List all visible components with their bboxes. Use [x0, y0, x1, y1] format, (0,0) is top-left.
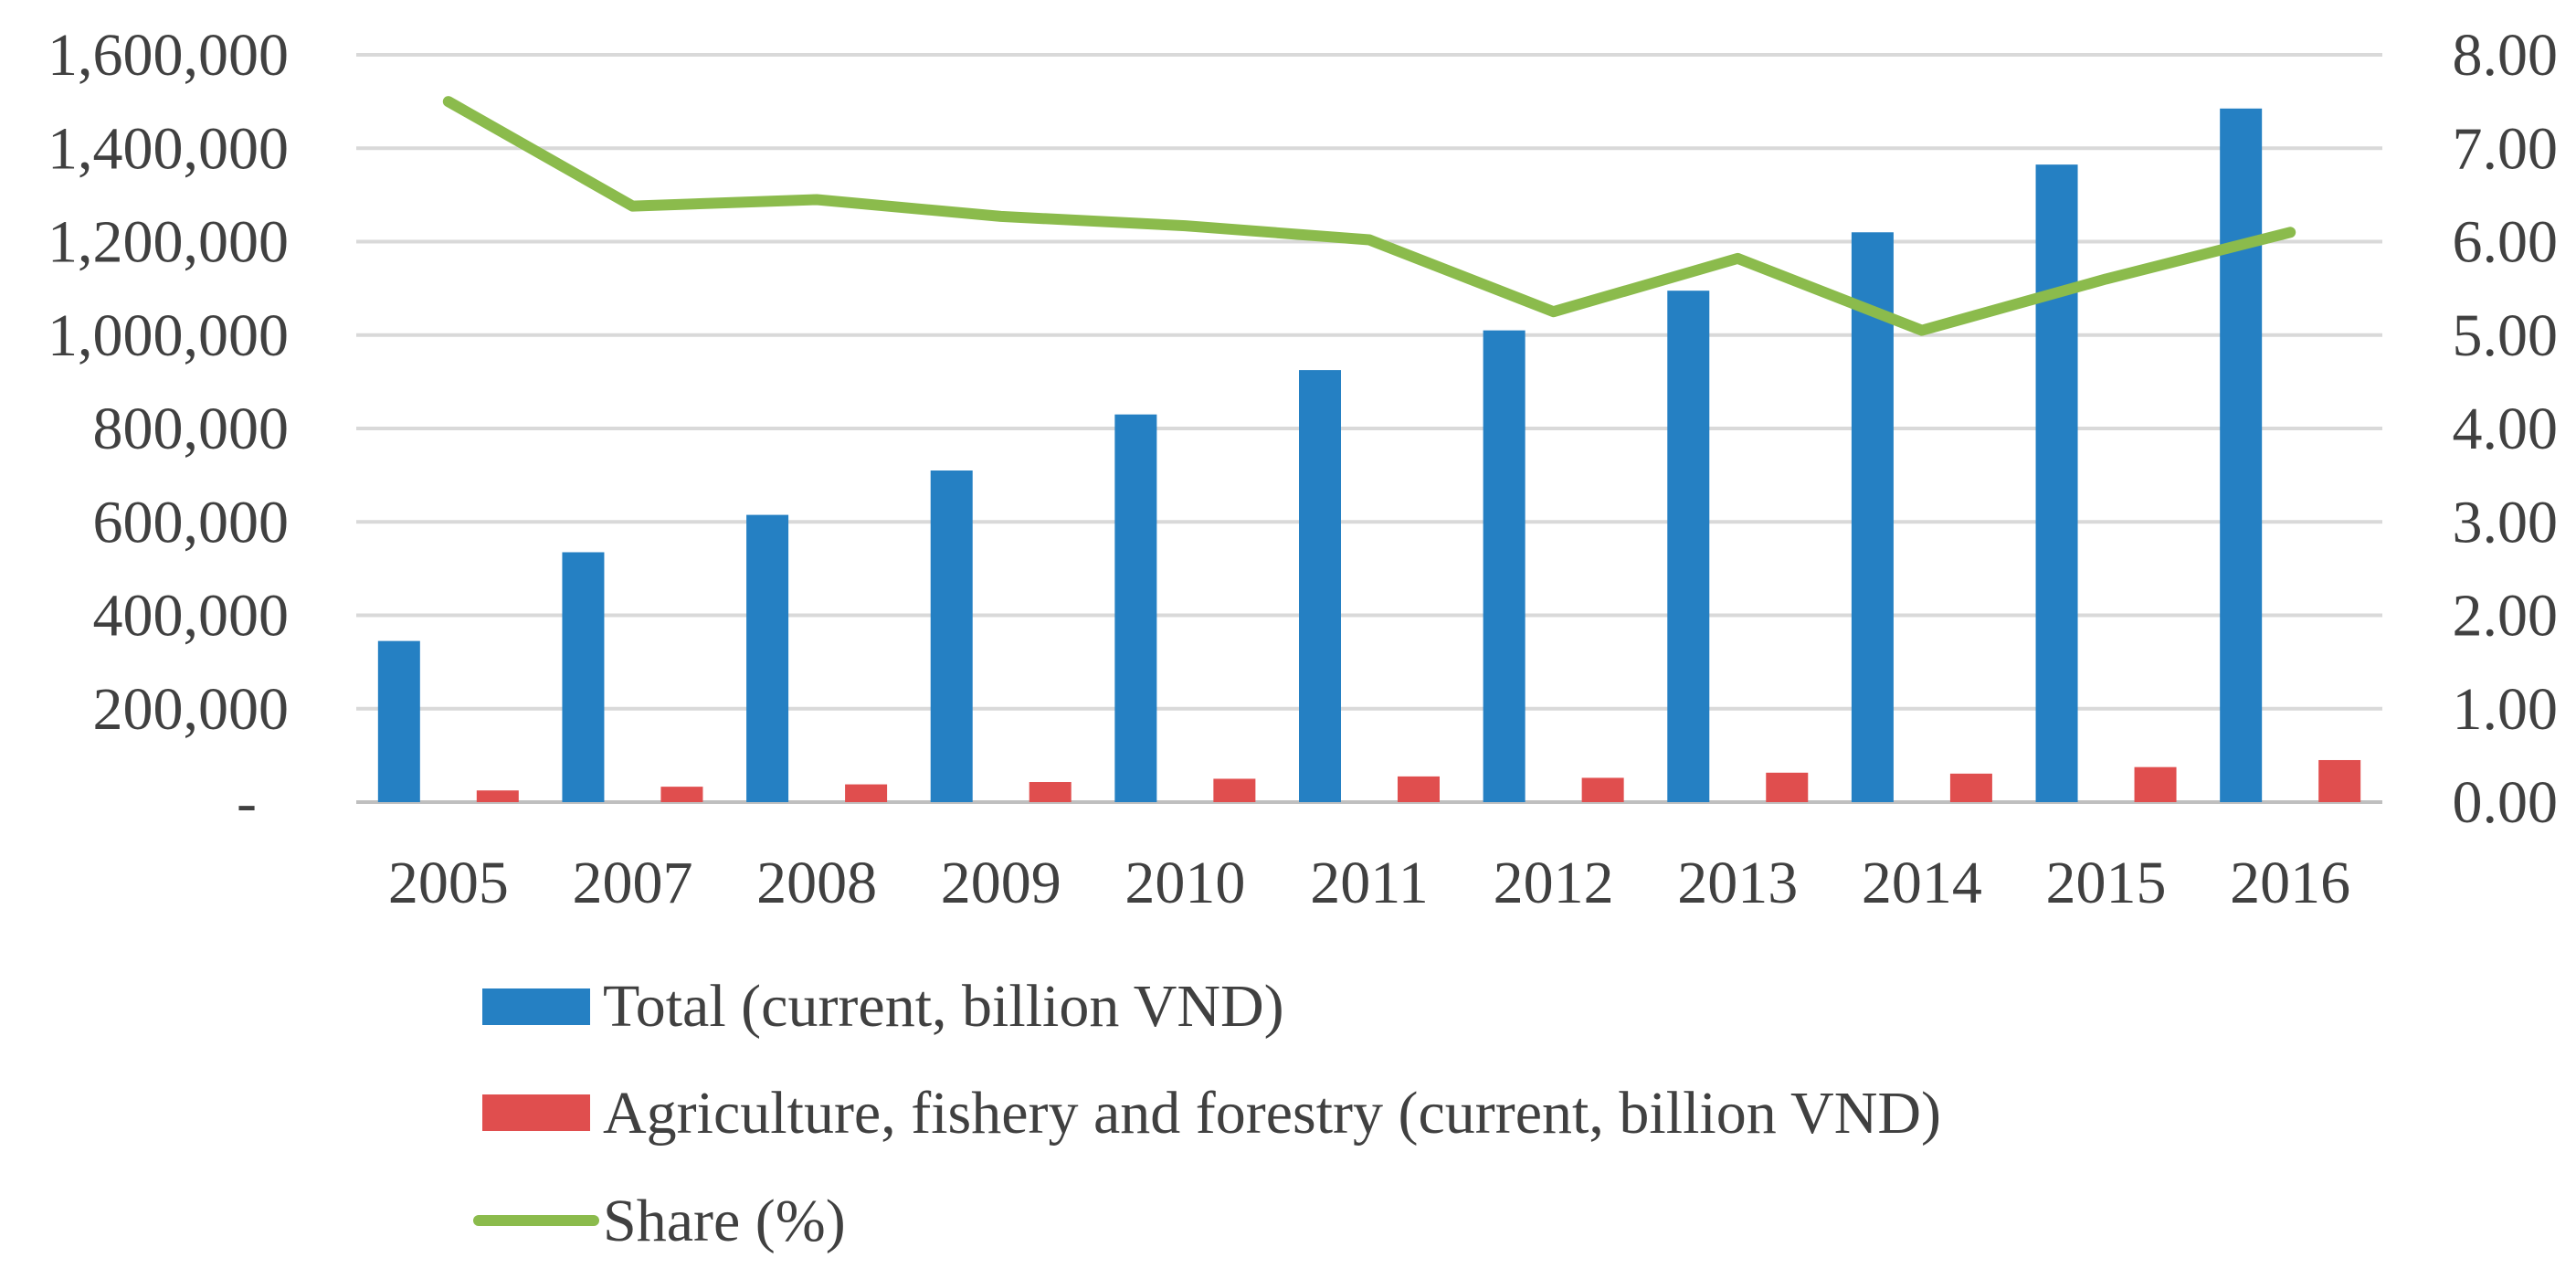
x-tick-label: 2010	[1124, 850, 1245, 916]
right-tick-label: 8.00	[2453, 22, 2559, 89]
right-tick-label: 4.00	[2453, 396, 2559, 462]
bar-agriculture	[1766, 772, 1809, 802]
bar-agriculture	[1398, 776, 1440, 802]
bar-agriculture	[1581, 777, 1624, 802]
x-tick-label: 2008	[756, 850, 877, 916]
x-tick-label: 2013	[1677, 850, 1798, 916]
left-tick-label: 600,000	[93, 489, 290, 555]
right-tick-label: 1.00	[2453, 676, 2559, 743]
bar-total	[930, 470, 973, 802]
bar-total	[746, 514, 789, 802]
legend-label-share: Share (%)	[603, 1188, 846, 1254]
x-tick-label: 2011	[1310, 850, 1429, 916]
left-tick-label: 1,400,000	[48, 115, 289, 182]
bar-agriculture	[2134, 766, 2177, 802]
bar-total	[2035, 164, 2078, 803]
legend-label-agriculture: Agriculture, fishery and forestry (curre…	[603, 1080, 1941, 1147]
left-tick-label: 1,200,000	[48, 209, 289, 276]
left-tick-label: 400,000	[93, 583, 290, 650]
right-tick-label: 0.00	[2453, 769, 2559, 836]
bar-total	[1483, 330, 1526, 802]
bar-total	[1299, 370, 1341, 802]
x-axis: 2005 2007 2008 2009 2010 2011 2012 2013 2014 2015…	[388, 850, 2350, 916]
bar-total	[1851, 232, 1894, 802]
right-tick-label: 3.00	[2453, 489, 2559, 555]
bar-total	[1667, 291, 1710, 802]
legend-label-total: Total (current, billion VND)	[603, 973, 1284, 1040]
right-tick-label: 6.00	[2453, 209, 2559, 276]
left-tick-label: 800,000	[93, 396, 290, 462]
left-tick-label: -	[237, 769, 257, 836]
right-tick-label: 7.00	[2453, 115, 2559, 182]
bar-agriculture	[660, 787, 703, 802]
x-tick-label: 2005	[388, 850, 509, 916]
gridlines	[356, 53, 2382, 804]
legend-swatch-agriculture	[482, 1094, 590, 1131]
right-tick-label: 2.00	[2453, 583, 2559, 650]
bar-agriculture	[1213, 778, 1256, 802]
x-tick-label: 2009	[941, 850, 1061, 916]
x-tick-label: 2014	[1862, 850, 1982, 916]
left-tick-label: 200,000	[93, 676, 290, 743]
bar-agriculture	[2318, 759, 2361, 802]
x-tick-label: 2016	[2230, 850, 2350, 916]
x-tick-label: 2007	[572, 850, 692, 916]
line-series	[442, 96, 2296, 336]
bar-agriculture	[845, 784, 888, 802]
share-line	[442, 96, 2296, 336]
x-tick-label: 2012	[1494, 850, 1614, 916]
left-y-axis: - 200,000 400,000 600,000 800,000 1,000,000 1,…	[48, 22, 289, 836]
bar-total	[2220, 108, 2263, 802]
bar-total	[1114, 414, 1157, 802]
left-tick-label: 1,600,000	[48, 22, 289, 89]
bar-agriculture	[1949, 773, 1992, 802]
right-y-axis: 0.00 1.00 2.00 3.00 4.00 5.00 6.00 7.00 8.00	[2453, 22, 2559, 836]
bar-agriculture	[476, 790, 519, 802]
right-tick-label: 5.00	[2453, 302, 2559, 369]
bar-series	[377, 108, 2361, 803]
bar-total	[562, 552, 605, 802]
left-tick-label: 1,000,000	[48, 302, 289, 369]
bar-total	[377, 640, 420, 802]
legend-swatch-total	[482, 988, 590, 1025]
bar-agriculture	[1029, 782, 1072, 802]
legend: Total (current, billion VND) Agriculture…	[473, 973, 1941, 1254]
x-tick-label: 2015	[2046, 850, 2167, 916]
